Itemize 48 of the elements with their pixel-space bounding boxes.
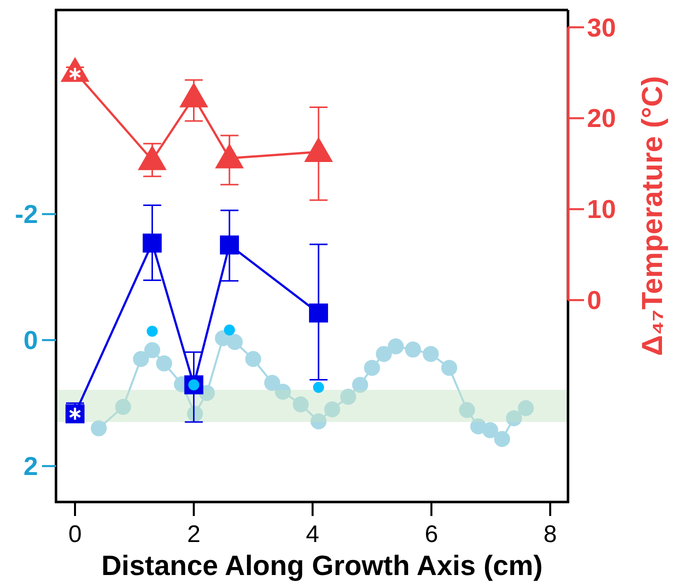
point [264,374,280,391]
point [220,235,239,254]
point [156,355,172,372]
point [132,351,149,367]
point [404,342,421,358]
point [215,143,244,168]
x-tick-label: 6 [424,521,438,548]
point [376,346,392,362]
point [324,401,340,418]
point [224,324,235,336]
point [506,410,522,426]
point [388,338,404,354]
y-tick-label: 0 [24,325,38,356]
x-tick-label: 4 [306,521,320,548]
point [245,351,262,367]
point [310,413,327,430]
x-tick-label: 0 [68,521,82,548]
point [494,431,510,448]
point [309,304,328,323]
x-tick-label: 2 [187,521,200,548]
x-axis-title: Distance Along Growth Axis (cm) [101,550,543,581]
point [179,82,208,108]
point [313,382,324,393]
point [90,420,107,436]
point [352,376,368,393]
point [422,346,439,362]
point [142,234,162,253]
point [292,396,309,412]
point [518,400,534,416]
point [146,326,158,337]
point [226,334,243,350]
y2-tick-label: 10 [587,194,616,224]
point [441,360,458,376]
y2-tick-label: 0 [587,285,602,316]
x-tick-label: 8 [544,521,557,548]
y-tick-label: -2 [14,199,38,230]
point [144,342,160,358]
point [364,360,380,376]
y-tick-label: 2 [24,451,38,482]
point [274,384,291,400]
point [304,136,333,162]
y2-axis-title: Δ₄₇Temperature (°C) [637,76,669,356]
y2-tick-label: 20 [587,103,616,134]
point [459,402,476,418]
point [340,388,356,405]
point [115,398,132,415]
point [482,422,498,438]
y2-tick-label: 30 [587,12,616,42]
